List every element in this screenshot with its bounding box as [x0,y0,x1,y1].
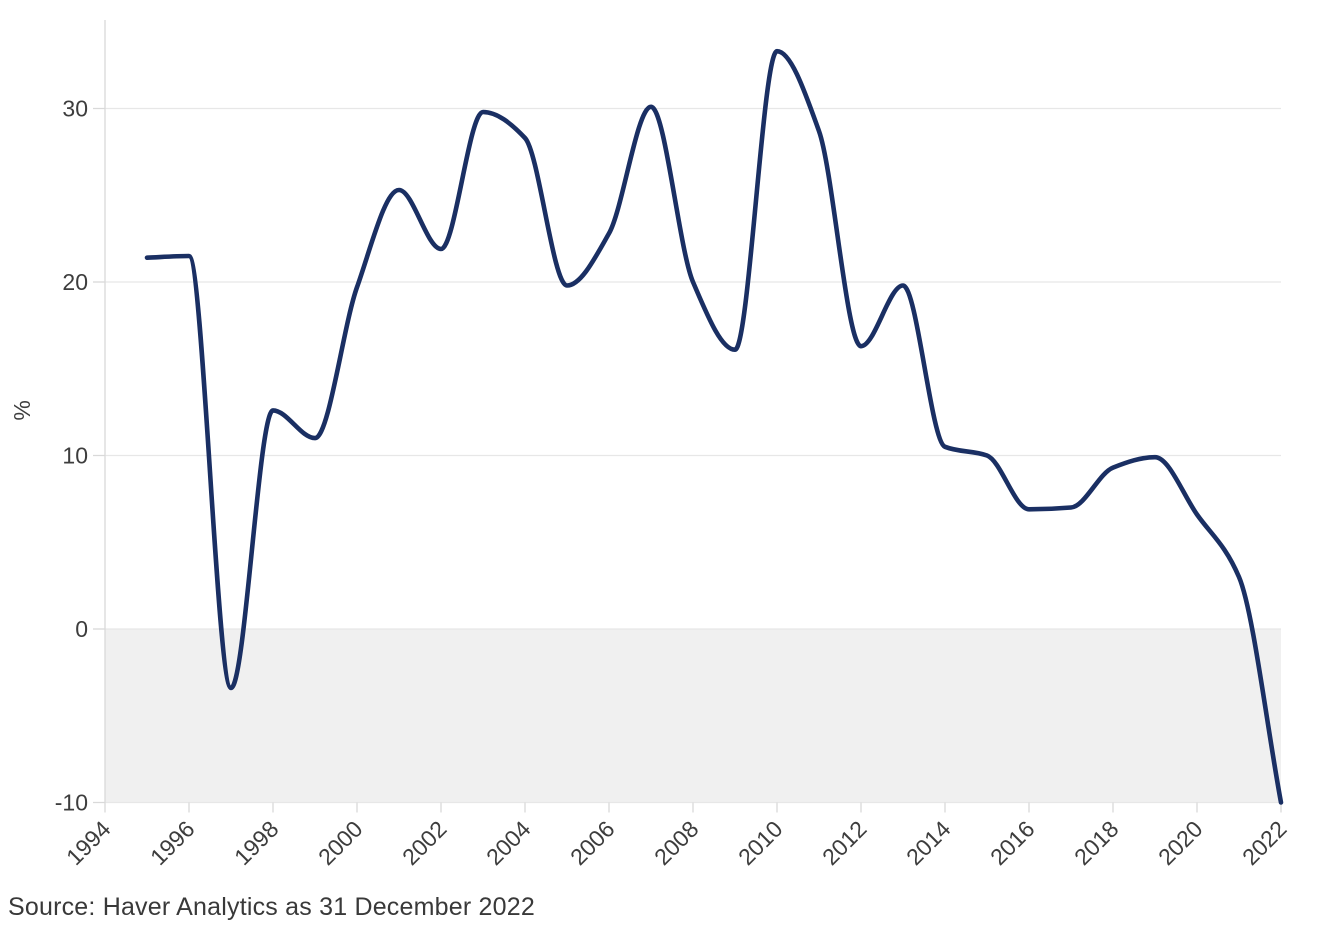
source-note: Source: Haver Analytics as 31 December 2… [8,893,535,921]
data-line [144,48,1284,805]
x-tick-label: 2020 [1153,816,1208,871]
x-tick-label: 2008 [649,816,704,871]
line-chart-figure: 30 20 10 0 -10 1994 1996 1998 2000 2002 2004 2006 20… [8,20,1292,921]
x-tick-label: 2000 [313,816,368,871]
x-tick-label: 2018 [1069,816,1124,871]
x-tick-label: 2022 [1237,816,1292,871]
x-tick-label: 2012 [817,816,872,871]
x-tick-label: 1996 [145,816,200,871]
y-tick-label: 20 [62,269,88,295]
x-tick-label: 2006 [565,816,620,871]
y-tick-label: 10 [62,443,88,469]
negative-region-band [105,629,1281,803]
y-axis-title: % [9,400,35,420]
y-tick-label: -10 [55,790,88,816]
y-tick-label: 30 [62,96,88,122]
x-tick-label: 1998 [229,816,284,871]
chart-page: 30 20 10 0 -10 1994 1996 1998 2000 2002 2004 2006 20… [8,20,1292,921]
x-tick-label: 2002 [397,816,452,871]
x-axis: 1994 1996 1998 2000 2002 2004 2006 2008 2010 2012… [61,802,1292,871]
y-tick-label: 0 [75,616,88,642]
x-tick-label: 2010 [733,816,788,871]
x-tick-label: 2014 [901,816,956,871]
x-tick-label: 2016 [985,816,1040,871]
x-tick-label: 1994 [61,816,116,871]
y-axis: 30 20 10 0 -10 [55,96,105,816]
x-tick-label: 2004 [481,816,536,871]
